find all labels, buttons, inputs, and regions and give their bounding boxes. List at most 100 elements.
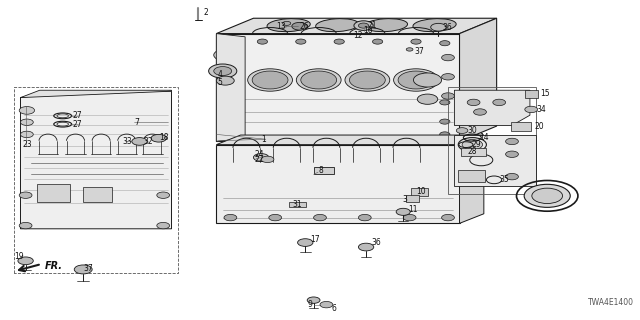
Circle shape xyxy=(372,39,383,44)
Circle shape xyxy=(257,39,268,44)
Bar xyxy=(406,47,413,57)
Polygon shape xyxy=(289,202,306,207)
Text: 13: 13 xyxy=(276,22,286,31)
Ellipse shape xyxy=(364,19,408,32)
Circle shape xyxy=(474,109,486,115)
Circle shape xyxy=(462,140,483,150)
Bar xyxy=(20,97,35,106)
Text: TWA4E1400: TWA4E1400 xyxy=(588,298,634,307)
Circle shape xyxy=(157,222,170,229)
Polygon shape xyxy=(511,122,531,131)
Circle shape xyxy=(358,23,369,28)
Circle shape xyxy=(214,67,232,76)
Polygon shape xyxy=(406,195,419,202)
Polygon shape xyxy=(216,145,460,223)
Circle shape xyxy=(506,138,518,145)
Circle shape xyxy=(283,21,291,25)
Text: 34: 34 xyxy=(536,105,546,114)
Circle shape xyxy=(358,214,371,221)
Circle shape xyxy=(20,131,33,138)
Polygon shape xyxy=(37,184,70,202)
Text: 30: 30 xyxy=(467,126,477,135)
Text: 36: 36 xyxy=(443,23,452,32)
Text: 6: 6 xyxy=(332,304,337,313)
Text: 21: 21 xyxy=(368,21,378,30)
Text: 9: 9 xyxy=(307,300,312,309)
Circle shape xyxy=(216,63,234,72)
Circle shape xyxy=(252,71,288,89)
Circle shape xyxy=(219,75,232,82)
Ellipse shape xyxy=(413,19,456,32)
Circle shape xyxy=(442,214,454,221)
Text: 12: 12 xyxy=(353,31,363,40)
Text: 31: 31 xyxy=(292,200,302,209)
Circle shape xyxy=(292,22,307,30)
Circle shape xyxy=(440,41,450,46)
Text: 24: 24 xyxy=(255,150,264,159)
Text: 2: 2 xyxy=(204,8,208,17)
Ellipse shape xyxy=(267,19,310,32)
Text: 23: 23 xyxy=(22,140,32,149)
Circle shape xyxy=(334,39,344,44)
Circle shape xyxy=(19,192,32,198)
Polygon shape xyxy=(216,34,460,141)
Circle shape xyxy=(456,128,468,133)
Circle shape xyxy=(396,208,410,215)
Circle shape xyxy=(440,100,450,105)
Bar xyxy=(282,20,291,32)
Circle shape xyxy=(411,39,421,44)
Circle shape xyxy=(261,156,274,163)
Circle shape xyxy=(132,138,147,145)
Circle shape xyxy=(253,154,269,161)
Text: 32: 32 xyxy=(143,137,153,146)
Circle shape xyxy=(417,94,438,104)
Polygon shape xyxy=(525,90,538,98)
Circle shape xyxy=(440,132,450,137)
Circle shape xyxy=(314,214,326,221)
Polygon shape xyxy=(20,91,172,229)
Circle shape xyxy=(19,107,35,114)
Circle shape xyxy=(296,39,306,44)
Circle shape xyxy=(74,265,92,274)
Circle shape xyxy=(18,257,33,265)
Polygon shape xyxy=(83,187,112,202)
Bar xyxy=(120,137,130,141)
Circle shape xyxy=(307,297,320,303)
Text: 16: 16 xyxy=(364,26,373,35)
Polygon shape xyxy=(460,18,497,141)
Circle shape xyxy=(20,119,33,125)
Bar xyxy=(245,174,261,190)
Circle shape xyxy=(209,64,237,78)
Circle shape xyxy=(232,121,242,126)
Circle shape xyxy=(403,214,416,221)
Polygon shape xyxy=(314,167,334,174)
Text: 27: 27 xyxy=(72,120,82,129)
Circle shape xyxy=(524,184,570,207)
Text: 20: 20 xyxy=(534,122,544,131)
Circle shape xyxy=(493,99,506,106)
Text: 1: 1 xyxy=(261,135,266,144)
Polygon shape xyxy=(461,148,486,156)
Circle shape xyxy=(298,239,313,246)
Text: 17: 17 xyxy=(310,235,319,244)
Bar xyxy=(287,174,303,190)
Circle shape xyxy=(224,214,237,221)
Polygon shape xyxy=(216,34,245,141)
Polygon shape xyxy=(460,135,484,223)
Polygon shape xyxy=(454,135,536,186)
Circle shape xyxy=(157,192,170,198)
Circle shape xyxy=(442,93,454,99)
Circle shape xyxy=(467,99,480,106)
Circle shape xyxy=(232,39,242,44)
Text: 10: 10 xyxy=(416,188,426,196)
Circle shape xyxy=(440,119,450,124)
Bar xyxy=(376,174,392,190)
Circle shape xyxy=(413,73,442,87)
Polygon shape xyxy=(458,170,485,182)
Text: 4: 4 xyxy=(218,70,223,79)
Circle shape xyxy=(506,173,518,180)
Text: 3: 3 xyxy=(402,195,407,204)
Circle shape xyxy=(151,134,166,142)
Circle shape xyxy=(442,74,454,80)
Ellipse shape xyxy=(316,19,359,32)
